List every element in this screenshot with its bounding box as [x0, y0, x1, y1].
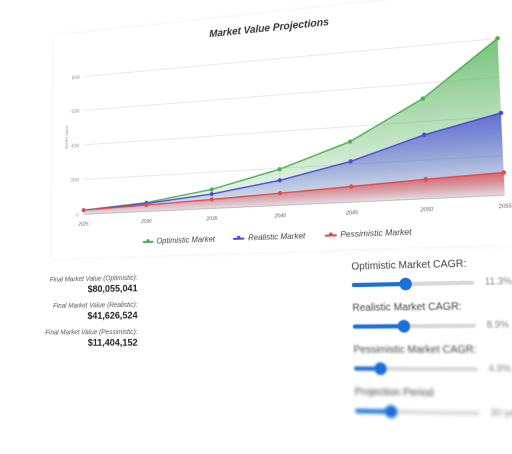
y-tick-label: 60M — [72, 109, 80, 115]
series-area-pessimistic-market — [83, 172, 505, 215]
legend-label: Optimistic Market — [156, 233, 216, 246]
app-scene: Market Value Projections 0 20M 40M 60M 80M 20… — [26, 0, 512, 454]
x-tick-label: 2055 — [497, 203, 512, 211]
grid-line — [85, 39, 498, 77]
realistic-cagr-value: 8.9% — [486, 318, 510, 330]
pessimistic-cagr-slider[interactable] — [354, 362, 478, 376]
final-realistic-label: Final Market Value (Realistic): — [53, 299, 138, 310]
y-tick-label: 80M — [72, 75, 80, 81]
projection-period-label: Projection Period — [354, 386, 434, 400]
final-optimistic-value: $80,055,041 — [87, 282, 138, 296]
optimistic-cagr-value: 11.3% — [484, 275, 512, 287]
chart-card: Market Value Projections 0 20M 40M 60M 80M 20… — [51, 0, 512, 259]
x-tick-label: 2025 — [77, 221, 88, 228]
legend-swatch — [233, 237, 245, 240]
x-tick-label: 2040 — [274, 213, 287, 220]
projection-period-control: Projection Period 30 years — [355, 387, 512, 423]
final-realistic-value: $41,626,524 — [87, 309, 138, 322]
projection-period-slider[interactable] — [355, 405, 480, 419]
legend-swatch — [142, 240, 153, 243]
final-values: Final Market Value (Optimistic): $80,055… — [28, 273, 138, 355]
optimistic-cagr-slider-thumb[interactable] — [399, 277, 413, 291]
optimistic-cagr-control: Optimistic Market CAGR: 11.3% — [351, 257, 512, 293]
y-axis-label: Market Value — [64, 125, 69, 150]
controls-panel: Optimistic Market CAGR: 11.3% Realistic … — [351, 257, 512, 434]
final-pessimistic: Final Market Value (Pessimistic): $11,40… — [28, 327, 138, 349]
final-pessimistic-value: $11,404,152 — [87, 336, 138, 349]
pessimistic-cagr-slider-thumb[interactable] — [374, 362, 387, 376]
pessimistic-cagr-control: Pessimistic Market CAGR: 4.9% — [353, 344, 512, 377]
realistic-cagr-slider-fill — [352, 324, 404, 329]
projection-period-slider-thumb[interactable] — [385, 405, 398, 419]
legend-item-optimistic-market[interactable]: Optimistic Market — [142, 234, 215, 246]
realistic-cagr-slider[interactable] — [352, 319, 476, 333]
pessimistic-cagr-value: 4.9% — [488, 362, 512, 374]
x-tick-label: 2045 — [345, 210, 359, 217]
final-optimistic: Final Market Value (Optimistic): $80,055… — [29, 273, 138, 296]
legend-label: Realistic Market — [248, 230, 306, 243]
realistic-cagr-control: Realistic Market CAGR: 8.9% — [352, 300, 512, 334]
legend-swatch — [324, 234, 337, 237]
optimistic-cagr-label: Optimistic Market CAGR: — [351, 258, 467, 273]
chart-plot: 0 20M 40M 60M 80M 2025 2030 2035 2040 2045 2050 205… — [64, 0, 512, 228]
y-tick-label: 0 — [76, 212, 79, 217]
data-point-optimistic-market — [347, 139, 353, 144]
pessimistic-cagr-label: Pessimistic Market CAGR: — [353, 344, 477, 357]
optimistic-cagr-slider[interactable] — [351, 277, 475, 291]
final-pessimistic-label: Final Market Value (Pessimistic): — [45, 327, 138, 337]
legend-label: Pessimistic Market — [340, 226, 412, 240]
optimistic-cagr-slider-fill — [351, 281, 406, 288]
x-tick-label: 2030 — [140, 219, 152, 226]
realistic-cagr-label: Realistic Market CAGR: — [352, 301, 462, 315]
data-point-pessimistic-market — [277, 190, 283, 196]
realistic-cagr-slider-thumb[interactable] — [397, 319, 410, 333]
y-tick-label: 20M — [71, 178, 79, 183]
final-realistic: Final Market Value (Realistic): $41,626,… — [28, 299, 138, 322]
x-tick-label: 2050 — [419, 206, 433, 213]
y-tick-label: 40M — [71, 143, 79, 148]
projection-period-value: 30 years — [490, 406, 512, 419]
x-tick-label: 2035 — [205, 216, 217, 223]
legend-item-pessimistic-market[interactable]: Pessimistic Market — [324, 226, 412, 240]
legend-item-realistic-market[interactable]: Realistic Market — [233, 230, 305, 243]
